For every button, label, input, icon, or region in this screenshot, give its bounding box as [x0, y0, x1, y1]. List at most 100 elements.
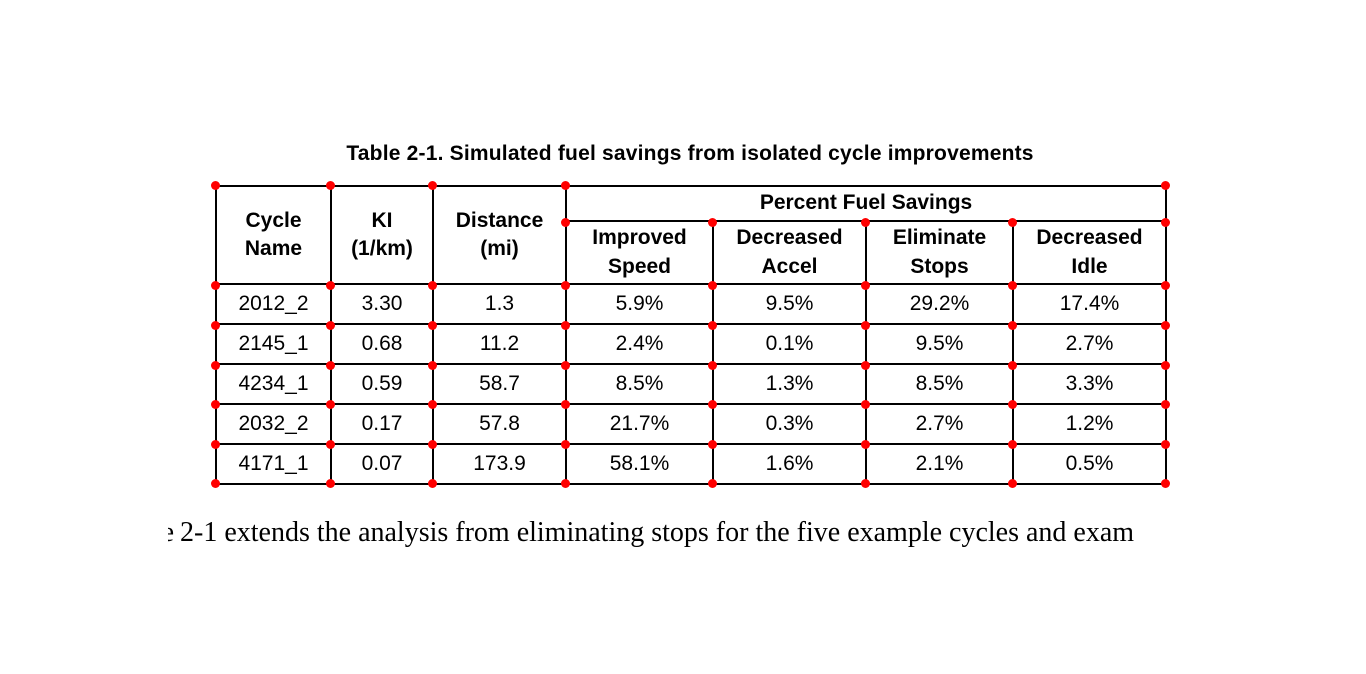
grid-marker-dot: [560, 217, 570, 227]
cell-decreased-accel: 1.6%: [712, 443, 867, 485]
cell-decreased-idle: 2.7%: [1011, 323, 1168, 365]
cell-eliminate-stops: 9.5%: [865, 323, 1014, 365]
cell-decreased-accel: 0.1%: [712, 323, 867, 365]
cell-ki: 0.07: [330, 443, 434, 485]
grid-marker-dot: [707, 280, 717, 290]
grid-marker-dot: [1160, 320, 1170, 330]
grid-marker-dot: [1160, 217, 1170, 227]
cell-decreased-accel: 0.3%: [712, 403, 867, 445]
header-eliminate-stops: Eliminate Stops: [865, 220, 1014, 285]
cell-eliminate-stops: 29.2%: [865, 283, 1014, 325]
grid-marker-dot: [860, 439, 870, 449]
grid-marker-dot: [860, 478, 870, 488]
grid-marker-dot: [210, 180, 220, 190]
grid-marker-dot: [427, 399, 437, 409]
grid-marker-dot: [1160, 399, 1170, 409]
table-row: 4171_1 0.07 173.9 58.1% 1.6% 2.1% 0.5%: [215, 443, 1168, 485]
cell-ki: 0.17: [330, 403, 434, 445]
grid-marker-dot: [860, 280, 870, 290]
grid-marker-dot: [1007, 217, 1017, 227]
cell-eliminate-stops: 2.1%: [865, 443, 1014, 485]
grid-marker-dot: [325, 360, 335, 370]
grid-marker-dot: [560, 439, 570, 449]
grid-marker-dot: [560, 320, 570, 330]
cell-improved-speed: 58.1%: [565, 443, 714, 485]
grid-marker-dot: [1007, 439, 1017, 449]
grid-marker-dot: [1007, 360, 1017, 370]
cell-decreased-idle: 17.4%: [1011, 283, 1168, 325]
grid-marker-dot: [1007, 280, 1017, 290]
cell-improved-speed: 21.7%: [565, 403, 714, 445]
cell-distance: 1.3: [432, 283, 567, 325]
grid-marker-dot: [427, 320, 437, 330]
grid-marker-dot: [210, 399, 220, 409]
cell-cycle-name: 2012_2: [215, 283, 332, 325]
cell-cycle-name: 4234_1: [215, 363, 332, 405]
grid-marker-dot: [427, 180, 437, 190]
cell-eliminate-stops: 2.7%: [865, 403, 1014, 445]
table-title: Table 2-1. Simulated fuel savings from i…: [346, 142, 1034, 165]
header-percent-fuel-savings: Percent Fuel Savings: [564, 185, 1168, 222]
clipped-character: e: [168, 517, 174, 549]
body-paragraph-text: 2-1 extends the analysis from eliminatin…: [180, 517, 1135, 548]
header-decreased-idle: Decreased Idle: [1011, 220, 1168, 285]
grid-marker-dot: [427, 280, 437, 290]
grid-marker-dot: [1007, 320, 1017, 330]
cell-cycle-name: 4171_1: [215, 443, 332, 485]
cell-improved-speed: 2.4%: [565, 323, 714, 365]
grid-marker-dot: [707, 478, 717, 488]
cell-decreased-accel: 1.3%: [712, 363, 867, 405]
cell-decreased-accel: 9.5%: [712, 283, 867, 325]
header-ki: KI (1/km): [330, 185, 434, 285]
grid-marker-dot: [325, 478, 335, 488]
grid-marker-dot: [860, 320, 870, 330]
grid-marker-dot: [210, 280, 220, 290]
table-header-row-2: Improved Speed Decreased Accel Eliminate…: [216, 220, 1168, 285]
cell-improved-speed: 8.5%: [565, 363, 714, 405]
cell-ki: 3.30: [330, 283, 434, 325]
grid-marker-dot: [325, 320, 335, 330]
header-cycle-name: Cycle Name: [215, 185, 332, 285]
grid-marker-dot: [1160, 280, 1170, 290]
grid-marker-dot: [560, 399, 570, 409]
table-row: 4234_1 0.59 58.7 8.5% 1.3% 8.5% 3.3%: [215, 363, 1168, 405]
header-distance: Distance (mi): [432, 185, 567, 285]
grid-marker-dot: [427, 360, 437, 370]
cell-distance: 57.8: [432, 403, 567, 445]
table-header-row-1: Cycle Name KI (1/km) Distance (mi) Perce…: [215, 185, 1168, 285]
grid-marker-dot: [210, 360, 220, 370]
grid-marker-dot: [1007, 478, 1017, 488]
cell-ki: 0.59: [330, 363, 434, 405]
grid-marker-dot: [1160, 478, 1170, 488]
grid-marker-dot: [560, 280, 570, 290]
cell-distance: 11.2: [432, 323, 567, 365]
grid-marker-dot: [860, 360, 870, 370]
cell-distance: 173.9: [432, 443, 567, 485]
cell-decreased-idle: 0.5%: [1011, 443, 1168, 485]
grid-marker-dot: [707, 217, 717, 227]
cell-cycle-name: 2145_1: [215, 323, 332, 365]
grid-marker-dot: [325, 180, 335, 190]
grid-marker-dot: [427, 439, 437, 449]
grid-marker-dot: [1007, 399, 1017, 409]
grid-marker-dot: [325, 280, 335, 290]
cell-improved-speed: 5.9%: [565, 283, 714, 325]
header-improved-speed: Improved Speed: [565, 220, 714, 285]
grid-marker-dot: [210, 439, 220, 449]
header-decreased-accel: Decreased Accel: [712, 220, 867, 285]
grid-marker-dot: [210, 320, 220, 330]
grid-marker-dot: [560, 360, 570, 370]
grid-marker-dot: [210, 478, 220, 488]
table-row: 2032_2 0.17 57.8 21.7% 0.3% 2.7% 1.2%: [215, 403, 1168, 445]
cell-decreased-idle: 3.3%: [1011, 363, 1168, 405]
fuel-savings-table: Cycle Name KI (1/km) Distance (mi) Perce…: [215, 185, 1168, 485]
cell-cycle-name: 2032_2: [215, 403, 332, 445]
body-paragraph: e2-1 extends the analysis from eliminati…: [168, 517, 1134, 549]
grid-marker-dot: [325, 399, 335, 409]
grid-marker-dot: [707, 439, 717, 449]
grid-marker-dot: [707, 320, 717, 330]
grid-marker-dot: [1160, 180, 1170, 190]
grid-marker-dot: [560, 478, 570, 488]
cell-ki: 0.68: [330, 323, 434, 365]
